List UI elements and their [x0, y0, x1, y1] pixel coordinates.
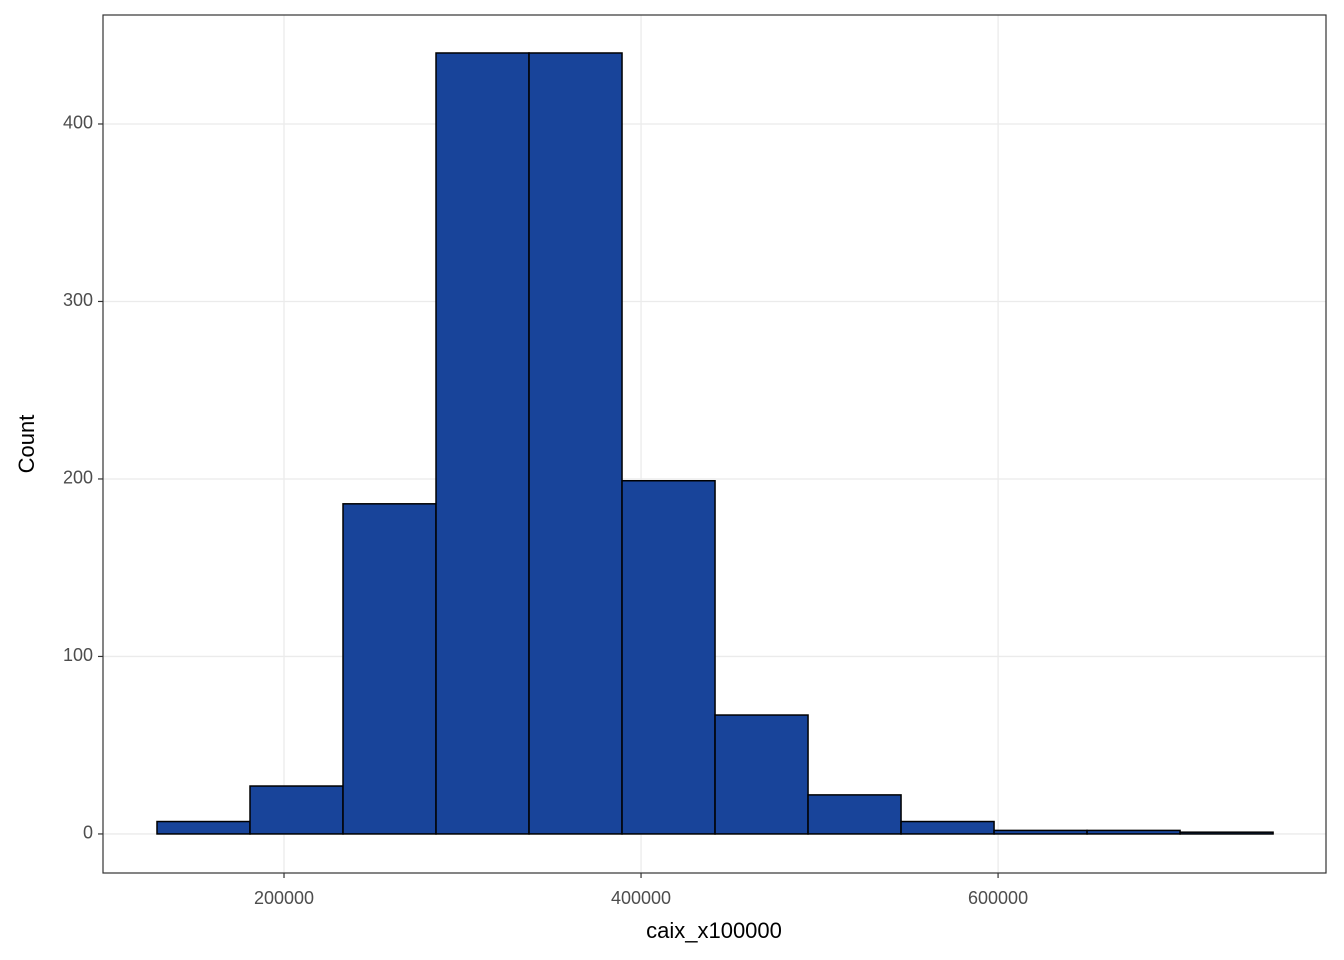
bar — [900, 820, 995, 835]
bar — [621, 479, 716, 835]
y-tick-label: 100 — [63, 645, 93, 665]
x-tick-label: 600000 — [968, 888, 1028, 908]
bar — [435, 52, 530, 835]
bar — [1086, 829, 1181, 835]
x-tick-label: 200000 — [254, 888, 314, 908]
bar — [528, 52, 623, 835]
axes: 0 100 200 300 400 200000 400000 600000 — [63, 113, 1028, 908]
panel-border — [102, 14, 1327, 874]
bar — [156, 820, 251, 835]
bar — [807, 794, 902, 835]
y-tick-label: 200 — [63, 468, 93, 488]
y-tick-label: 400 — [63, 113, 93, 133]
bar — [342, 503, 437, 835]
bar — [993, 829, 1088, 835]
bars — [156, 52, 1274, 835]
x-tick-label: 400000 — [611, 888, 671, 908]
y-tick-label: 0 — [83, 823, 93, 843]
bar — [714, 714, 809, 835]
bar — [1179, 831, 1274, 835]
y-tick-label: 300 — [63, 290, 93, 310]
x-axis-title: caix_x100000 — [646, 918, 782, 943]
y-axis-title: Count — [14, 415, 39, 474]
bar — [249, 785, 344, 835]
